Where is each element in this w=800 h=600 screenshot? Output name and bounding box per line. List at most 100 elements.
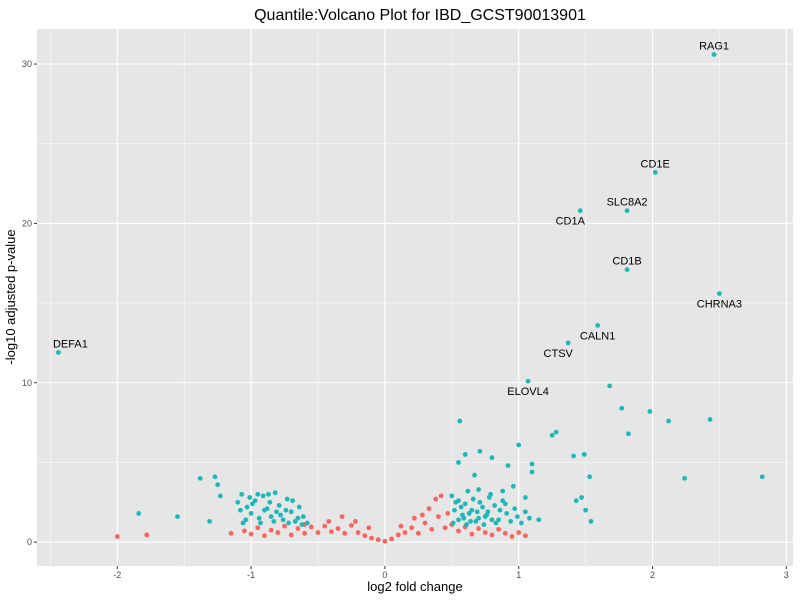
point-not-significant: [144, 532, 150, 538]
y-tick-label: 20: [22, 218, 32, 228]
point-not-significant: [415, 530, 421, 536]
point-significant: [512, 506, 518, 512]
point-significant: [505, 463, 511, 469]
point-not-significant: [433, 496, 439, 502]
point-significant: [577, 208, 583, 214]
point-significant: [536, 517, 542, 523]
point-significant: [583, 507, 589, 513]
point-not-significant: [438, 493, 444, 499]
point-significant: [267, 499, 273, 505]
point-significant: [197, 475, 203, 481]
x-tick-label: 3: [784, 570, 789, 580]
point-significant: [595, 322, 601, 328]
point-not-significant: [355, 530, 361, 535]
point-significant: [624, 267, 630, 273]
point-significant: [581, 452, 587, 457]
point-significant: [522, 509, 528, 515]
x-tick-label: 2: [650, 570, 655, 580]
point-significant: [247, 495, 253, 500]
point-significant: [489, 455, 495, 461]
point-not-significant: [482, 530, 488, 535]
point-significant: [514, 514, 520, 520]
point-significant: [260, 493, 266, 499]
point-significant: [284, 496, 290, 502]
point-not-significant: [282, 523, 287, 529]
point-not-significant: [349, 522, 354, 528]
point-significant: [262, 507, 267, 513]
point-significant: [619, 405, 625, 411]
point-not-significant: [442, 525, 448, 531]
point-not-significant: [419, 512, 425, 518]
point-significant: [525, 378, 531, 384]
point-significant: [504, 511, 510, 516]
point-significant: [239, 491, 245, 497]
point-significant: [458, 504, 464, 510]
point-significant: [295, 515, 301, 521]
point-not-significant: [262, 533, 267, 539]
point-significant: [258, 520, 263, 526]
point-label: SLC8A2: [607, 197, 648, 209]
point-not-significant: [342, 530, 348, 536]
point-label: CD1B: [612, 256, 641, 268]
point-not-significant: [489, 532, 495, 538]
point-not-significant: [395, 532, 401, 538]
point-not-significant: [248, 531, 254, 537]
point-significant: [250, 501, 255, 507]
point-significant: [207, 518, 213, 524]
point-significant: [248, 511, 254, 516]
point-significant: [452, 507, 457, 513]
point-significant: [518, 520, 524, 526]
x-axis-ticks: -2 -1 0 1 2 3: [113, 566, 789, 580]
point-significant: [489, 517, 495, 523]
point-significant: [252, 498, 258, 504]
point-significant: [462, 452, 468, 457]
point-significant: [268, 514, 274, 520]
point-not-significant: [522, 533, 528, 539]
point-significant: [652, 170, 658, 175]
point-significant: [477, 499, 483, 505]
point-significant: [587, 474, 593, 480]
point-not-significant: [228, 530, 234, 536]
point-not-significant: [398, 523, 404, 529]
point-significant: [565, 340, 571, 346]
point-not-significant: [255, 525, 261, 531]
point-significant: [470, 496, 476, 502]
grid-major: [37, 29, 793, 566]
x-tick-label: 1: [516, 570, 521, 580]
point-significant: [240, 520, 246, 526]
chart-title: Quantile:Volcano Plot for IBD_GCST900139…: [254, 7, 586, 24]
point-not-significant: [426, 506, 432, 512]
point-not-significant: [295, 526, 301, 531]
point-not-significant: [469, 531, 475, 537]
point-significant: [472, 472, 477, 478]
point-significant: [237, 507, 243, 513]
point-significant: [492, 503, 498, 508]
point-significant: [449, 493, 455, 499]
point-not-significant: [366, 525, 372, 531]
x-tick-label: -1: [247, 570, 255, 580]
point-significant: [283, 507, 289, 513]
point-significant: [292, 518, 298, 524]
point-not-significant: [445, 511, 451, 516]
point-not-significant: [241, 528, 247, 534]
point-significant: [516, 442, 522, 448]
point-significant: [682, 475, 688, 481]
point-not-significant: [516, 530, 522, 535]
point-not-significant: [114, 534, 120, 539]
point-not-significant: [496, 526, 502, 532]
point-significant: [573, 498, 579, 504]
point-significant: [588, 518, 594, 524]
point-not-significant: [409, 525, 415, 531]
point-significant: [493, 520, 499, 526]
point-significant: [450, 520, 456, 526]
point-significant: [288, 509, 294, 515]
point-not-significant: [335, 526, 341, 531]
point-significant: [290, 498, 295, 504]
point-significant: [626, 431, 631, 437]
point-not-significant: [502, 530, 508, 536]
point-significant: [456, 460, 461, 465]
point-label: ELOVL4: [507, 386, 549, 398]
point-significant: [280, 517, 286, 523]
point-label: RAG1: [699, 40, 729, 52]
point-not-significant: [509, 534, 515, 539]
